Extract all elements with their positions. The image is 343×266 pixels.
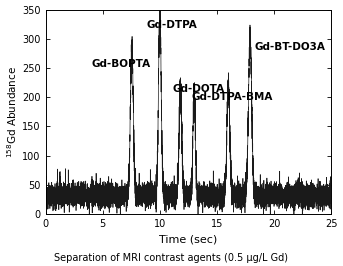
Text: Gd-BOPTA: Gd-BOPTA	[91, 59, 151, 69]
Text: Gd-DOTA: Gd-DOTA	[173, 84, 225, 94]
X-axis label: Time (sec): Time (sec)	[159, 235, 217, 244]
Text: Gd-DTPA-BMA: Gd-DTPA-BMA	[192, 92, 273, 102]
Y-axis label: $^{158}$Gd Abundance: $^{158}$Gd Abundance	[5, 66, 19, 158]
Text: Gd-DTPA: Gd-DTPA	[146, 20, 197, 30]
Text: Separation of MRI contrast agents (0.5 μg/L Gd): Separation of MRI contrast agents (0.5 μ…	[55, 253, 288, 263]
Text: Gd-BT-DO3A: Gd-BT-DO3A	[255, 41, 326, 52]
